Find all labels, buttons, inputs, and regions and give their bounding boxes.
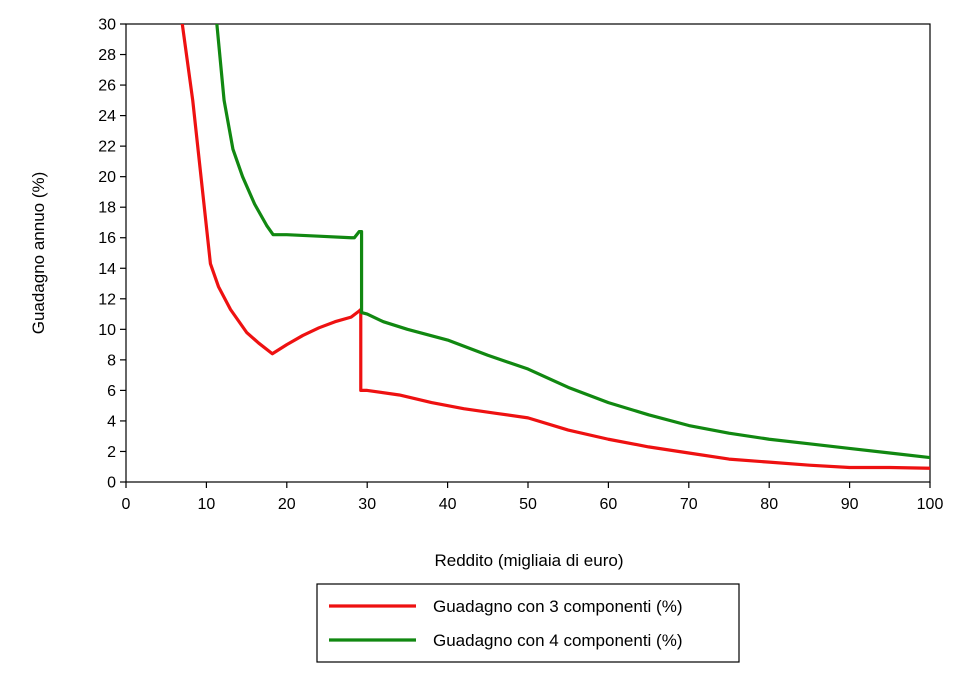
plot-border bbox=[125, 23, 931, 483]
series-line-1 bbox=[180, 24, 930, 470]
y-tick-label: 26 bbox=[98, 78, 116, 95]
x-axis-ticks: 0 10 20 30 40 50 60 70 80 90 100 bbox=[122, 482, 944, 513]
y-tick-label: 10 bbox=[98, 322, 116, 339]
y-tick-label: 12 bbox=[98, 291, 116, 308]
plot-frame bbox=[125, 23, 931, 483]
x-tick-label: 20 bbox=[278, 496, 296, 513]
y-tick-label: 8 bbox=[107, 352, 116, 369]
y-tick-label: 30 bbox=[98, 17, 116, 34]
legend: Guadagno con 3 componenti (%) Guadagno co… bbox=[316, 583, 740, 663]
x-tick-label: 100 bbox=[917, 496, 944, 513]
x-axis-title: Reddito (migliaia di euro) bbox=[435, 551, 624, 570]
x-tick-label: 90 bbox=[841, 496, 859, 513]
legend-label-2: Guadagno con 4 componenti (%) bbox=[433, 631, 683, 650]
x-tick-label: 50 bbox=[519, 496, 537, 513]
y-tick-label: 22 bbox=[98, 139, 116, 156]
y-tick-label: 28 bbox=[98, 47, 116, 64]
y-tick-label: 4 bbox=[107, 413, 116, 430]
y-tick-label: 16 bbox=[98, 230, 116, 247]
series-line-2 bbox=[215, 24, 930, 460]
x-tick-label: 40 bbox=[439, 496, 457, 513]
legend-box bbox=[316, 583, 740, 663]
y-tick-label: 6 bbox=[107, 383, 116, 400]
series-layer bbox=[180, 24, 930, 470]
y-axis-title: Guadagno annuo (%) bbox=[29, 172, 48, 335]
legend-label-1: Guadagno con 3 componenti (%) bbox=[433, 597, 683, 616]
y-tick-label: 24 bbox=[98, 108, 116, 125]
y-tick-label: 2 bbox=[107, 444, 116, 461]
y-tick-label: 14 bbox=[98, 261, 116, 278]
y-tick-label: 20 bbox=[98, 169, 116, 186]
y-tick-label: 18 bbox=[98, 200, 116, 217]
x-tick-label: 70 bbox=[680, 496, 698, 513]
x-tick-label: 10 bbox=[198, 496, 216, 513]
x-tick-label: 80 bbox=[760, 496, 778, 513]
y-tick-label: 0 bbox=[107, 475, 116, 492]
x-tick-label: 60 bbox=[600, 496, 618, 513]
x-tick-label: 30 bbox=[358, 496, 376, 513]
x-tick-label: 0 bbox=[122, 496, 131, 513]
